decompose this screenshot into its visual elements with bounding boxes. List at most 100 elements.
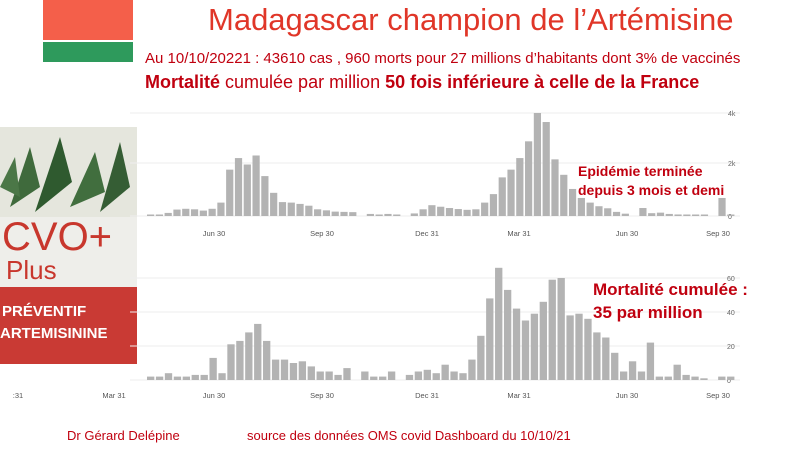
weekly-deaths-bar [280, 359, 289, 380]
weekly-cases-bar [727, 214, 735, 216]
weekly-cases-bar [147, 214, 155, 216]
weekly-deaths-bar [423, 369, 431, 380]
weekly-deaths-bar [691, 376, 699, 380]
weekly-deaths-bar [450, 371, 458, 380]
weekly-cases-bar [437, 206, 445, 216]
weekly-cases-bar [270, 192, 278, 216]
weekly-cases-bar [226, 169, 234, 216]
weekly-deaths-bar [432, 373, 440, 380]
weekly-cases-bar [533, 113, 542, 216]
deaths-annotation: Mortalité cumulée : 35 par million [593, 278, 748, 324]
data-source: source des données OMS covid Dashboard d… [247, 428, 571, 443]
weekly-deaths-y-tick-label: 0 [727, 378, 731, 385]
weekly-cases-bar [349, 212, 357, 216]
weekly-cases-bar [182, 208, 190, 216]
weekly-cases-x-tick-label: Jun 30 [616, 229, 639, 238]
weekly-cases-bar [604, 208, 612, 216]
weekly-cases-x-tick-label: Sep 30 [706, 229, 730, 238]
weekly-deaths-bar [512, 308, 521, 380]
weekly-cases-bar [472, 209, 480, 216]
weekly-cases-y-tick-label: 2k [728, 161, 736, 168]
weekly-cases-bar [331, 211, 339, 216]
weekly-deaths-bar [503, 289, 512, 380]
weekly-deaths-bar [619, 371, 628, 380]
weekly-deaths-bar [575, 313, 583, 380]
weekly-deaths-bar [343, 368, 351, 380]
weekly-deaths-bar [218, 373, 226, 380]
deaths-annotation-line2: 35 par million [593, 303, 703, 322]
cases-annotation: Epidémie terminée depuis 3 mois et demi [578, 162, 724, 200]
weekly-deaths-bar [459, 373, 467, 380]
weekly-cases-y-tick-label: 0 [728, 214, 732, 221]
weekly-deaths-x-tick-label: Sep 30 [310, 391, 334, 400]
weekly-deaths-bar [334, 374, 342, 380]
mortality-word: Mortalité [145, 72, 221, 92]
weekly-cases-bar [393, 214, 401, 216]
product-line1: PRÉVENTIF [2, 303, 87, 320]
flag-white-band [43, 40, 133, 42]
mortality-comparison: 50 fois inférieure à celle de la France [385, 72, 700, 92]
weekly-cases-bar [208, 208, 216, 216]
weekly-deaths-bar [227, 344, 235, 380]
weekly-cases-bar [586, 202, 594, 216]
weekly-deaths-bar [387, 371, 396, 380]
weekly-deaths-bar [646, 342, 655, 380]
weekly-deaths-bar [700, 378, 708, 380]
product-label-band [0, 287, 137, 364]
weekly-deaths-bar [602, 337, 610, 380]
weekly-deaths-y-tick-label: 20 [727, 344, 735, 351]
weekly-cases-bar [507, 169, 515, 216]
weekly-cases-bar [656, 212, 665, 216]
weekly-deaths-bar [405, 374, 414, 380]
cases-annotation-line1: Epidémie terminée [578, 163, 703, 179]
weekly-cases-bar [454, 209, 462, 216]
weekly-deaths-bar [548, 279, 556, 380]
weekly-deaths-bar [477, 335, 485, 380]
weekly-cases-bar [612, 211, 621, 216]
weekly-deaths-bar [164, 373, 173, 380]
weekly-cases-bar [577, 197, 585, 216]
weekly-deaths-bar [584, 318, 592, 380]
weekly-cases-bar [287, 202, 295, 216]
weekly-deaths-x-tick-label: Sep 30 [706, 391, 730, 400]
weekly-cases-bar [261, 176, 269, 216]
weekly-cases-bar [568, 188, 577, 216]
weekly-deaths-bar [147, 376, 155, 380]
cases-annotation-line2: depuis 3 mois et demi [578, 182, 725, 198]
weekly-deaths-bar [245, 332, 253, 380]
weekly-deaths-bar [191, 374, 199, 380]
weekly-cases-bar [498, 177, 506, 217]
weekly-cases-x-tick-label: Jun 30 [203, 229, 226, 238]
weekly-cases-x-tick-label: Sep 30 [310, 229, 334, 238]
weekly-deaths-bar [557, 278, 565, 380]
weekly-deaths-bar [673, 364, 681, 380]
product-box-image: CVO+ Plus PRÉVENTIF ARTEMISININE [0, 127, 137, 364]
page-subtitle: Au 10/10/20221 : 43610 cas , 960 morts p… [145, 50, 741, 67]
product-plus: Plus [6, 255, 57, 285]
flag-red-band [43, 0, 133, 42]
weekly-deaths-bar [325, 371, 333, 380]
weekly-deaths-bar [441, 364, 449, 380]
weekly-cases-bar [445, 208, 454, 216]
weekly-cases-bar [314, 209, 322, 216]
weekly-deaths-bar [254, 323, 262, 380]
weekly-cases-bar [674, 214, 682, 216]
weekly-cases-bar [322, 210, 331, 217]
weekly-cases-bar [665, 213, 673, 216]
weekly-deaths-x-tick-label: Dec 31 [415, 391, 439, 400]
weekly-cases-y-tick-label: 4k [728, 111, 736, 118]
weekly-deaths-bar [209, 357, 217, 380]
weekly-deaths-bar [316, 371, 324, 380]
weekly-cases-bar [155, 214, 163, 216]
weekly-cases-bar [542, 122, 550, 216]
weekly-cases-bar [234, 158, 243, 216]
weekly-deaths-x-tick-label: :31 [13, 391, 23, 400]
weekly-deaths-bar [182, 376, 191, 380]
weekly-cases-bar [428, 205, 436, 216]
weekly-deaths-bar [414, 371, 423, 380]
weekly-cases-bar [621, 213, 629, 216]
weekly-cases-bar [525, 141, 533, 216]
author-credit: Dr Gérard Delépine [67, 428, 180, 443]
weekly-cases-bar [252, 155, 260, 216]
